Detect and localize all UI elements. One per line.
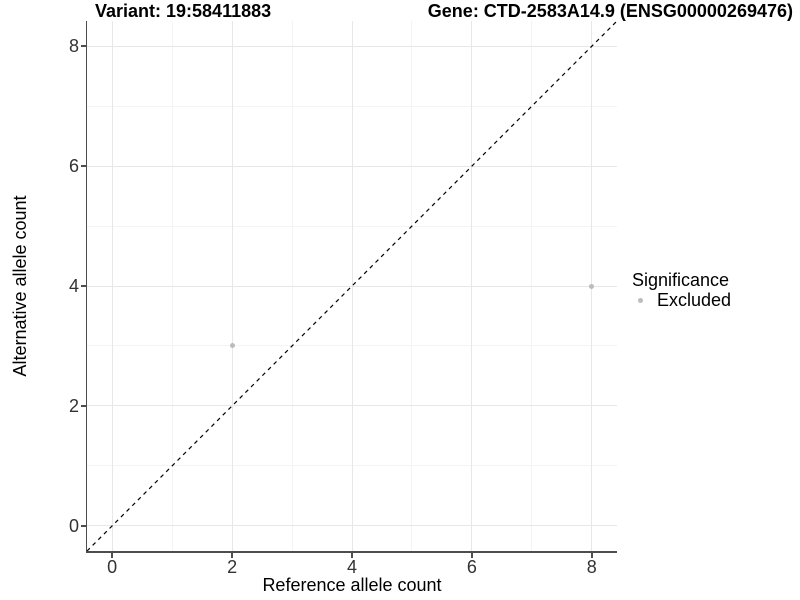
plot-panel <box>86 20 618 552</box>
y-axis-tick <box>80 525 86 527</box>
x-axis-tick <box>111 552 113 558</box>
y-tick-label: 4 <box>68 276 79 296</box>
data-point <box>229 343 235 349</box>
diagonal-reference-line <box>86 20 618 552</box>
y-axis-title: Alternative allele count <box>10 195 30 377</box>
y-axis-line <box>85 21 87 553</box>
y-tick-label: 2 <box>68 395 79 416</box>
x-axis-tick <box>351 552 353 558</box>
x-tick-label: 8 <box>586 557 597 577</box>
y-axis-tick <box>80 405 86 407</box>
variant-title: Variant: 19:58411883 <box>95 1 272 21</box>
gridline-major-v <box>471 21 473 551</box>
gridline-major-h <box>87 165 617 167</box>
legend-key-dot <box>637 298 643 303</box>
data-point <box>589 283 595 289</box>
x-tick-label: 4 <box>346 557 357 577</box>
x-tick-label: 0 <box>107 557 118 577</box>
y-tick-label: 8 <box>68 36 79 57</box>
x-axis-line <box>85 551 617 553</box>
y-axis-tick <box>80 285 86 287</box>
y-tick-label: 6 <box>68 156 79 177</box>
x-axis-title: Reference allele count <box>262 575 442 595</box>
gridline-major-h <box>87 285 617 287</box>
gene-title: Gene: CTD-2583A14.9 (ENSG00000269476) <box>427 1 793 21</box>
x-tick-label: 2 <box>227 557 238 577</box>
x-tick-label: 6 <box>466 557 477 577</box>
y-axis-tick <box>80 165 86 167</box>
y-tick-label: 0 <box>68 515 79 536</box>
x-axis-tick <box>471 552 473 558</box>
legend-item-excluded: Excluded <box>632 291 731 310</box>
x-axis-tick <box>231 552 233 558</box>
x-axis-tick <box>591 552 593 558</box>
gridline-major-h <box>87 45 617 47</box>
y-axis-tick <box>80 45 86 47</box>
legend: Significance Excluded <box>632 270 731 310</box>
legend-title: Significance <box>632 270 730 290</box>
identity-line-layer <box>86 20 618 552</box>
legend-item-label: Excluded <box>657 290 732 310</box>
legend-key <box>632 291 648 310</box>
